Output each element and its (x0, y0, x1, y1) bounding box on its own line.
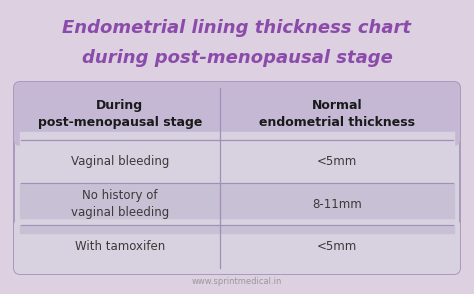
Bar (20, 183, 454, 225)
Text: 8-11mm: 8-11mm (312, 198, 362, 211)
Text: Endometrial lining thickness chart: Endometrial lining thickness chart (63, 19, 411, 37)
Text: No history of
vaginal bleeding: No history of vaginal bleeding (71, 189, 169, 219)
Text: www.sprintmedical.in: www.sprintmedical.in (192, 278, 282, 286)
Text: <5mm: <5mm (317, 240, 357, 253)
Bar (20, 225, 454, 233)
FancyBboxPatch shape (14, 82, 460, 274)
Text: Normal
endometrial thickness: Normal endometrial thickness (259, 99, 415, 129)
Bar (20, 140, 454, 183)
Text: During
post-menopausal stage: During post-menopausal stage (37, 99, 202, 129)
Text: <5mm: <5mm (317, 155, 357, 168)
Text: Vaginal bleeding: Vaginal bleeding (71, 155, 169, 168)
FancyBboxPatch shape (14, 82, 460, 146)
Bar (20, 132, 454, 140)
FancyBboxPatch shape (14, 219, 460, 274)
Text: during post-menopausal stage: during post-menopausal stage (82, 49, 392, 67)
Text: With tamoxifen: With tamoxifen (75, 240, 165, 253)
